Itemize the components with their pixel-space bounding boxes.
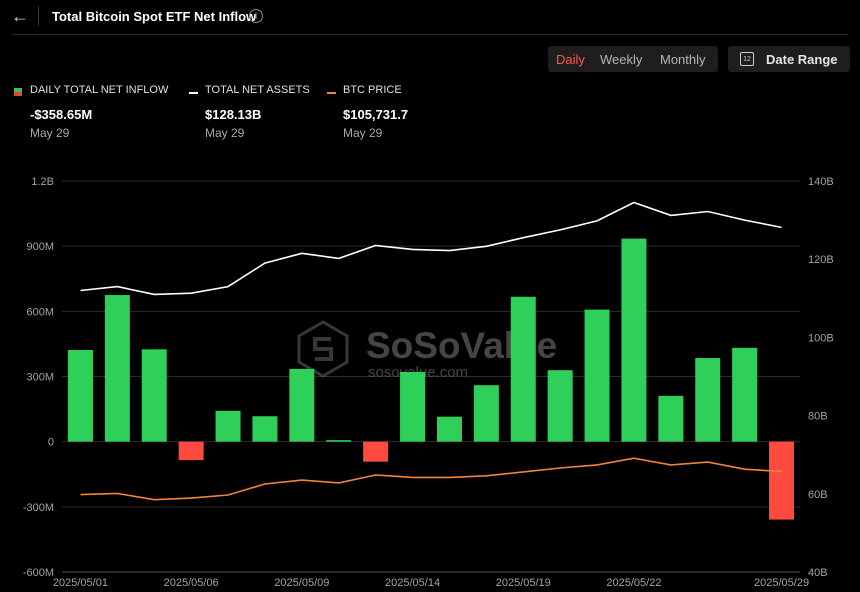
divider (38, 6, 39, 26)
x-tick-label: 2025/05/01 (53, 577, 108, 589)
line-marker-icon (327, 92, 336, 94)
date-range-label: Date Range (766, 52, 838, 67)
inflow-bar (104, 295, 130, 442)
page-title: Total Bitcoin Spot ETF Net Inflow (52, 9, 257, 24)
legend-date: May 29 (205, 126, 245, 140)
inflow-bar (473, 385, 499, 442)
header-divider (12, 34, 848, 35)
legend-value: $105,731.7 (343, 107, 409, 122)
header: ← Total Bitcoin Spot ETF Net Inflow i (0, 0, 860, 34)
inflow-bar (510, 296, 536, 442)
total-net-assets-line (80, 201, 782, 296)
y-tick-label: 900M (26, 241, 54, 253)
inflow-bar (621, 238, 647, 442)
legend-label: TOTAL NET ASSETS (205, 84, 310, 96)
inflow-bar (658, 395, 684, 442)
y-tick-label: 1.2B (31, 176, 54, 188)
calendar-icon: 12 (740, 52, 754, 66)
bar-marker-icon (14, 88, 22, 96)
btc-price-line (80, 457, 782, 501)
inflow-bar (67, 349, 93, 442)
y-tick-label: 0 (48, 437, 54, 449)
legend-date: May 29 (30, 126, 70, 140)
inflow-bar (141, 349, 167, 442)
legend-label: BTC PRICE (343, 84, 402, 96)
inflow-bar (289, 368, 315, 442)
right-axis-tick-label: 60B (808, 489, 828, 501)
tab-monthly[interactable]: Monthly (660, 52, 706, 67)
y-tick-label: -300M (23, 502, 54, 514)
date-range-button[interactable]: 12 Date Range (728, 46, 850, 72)
legend-date: May 29 (343, 126, 383, 140)
inflow-bar (695, 358, 721, 442)
inflow-bar (400, 371, 426, 442)
legend-value: -$358.65M (30, 107, 93, 122)
tab-weekly[interactable]: Weekly (600, 52, 643, 67)
x-tick-label: 2025/05/06 (164, 577, 219, 589)
right-axis-tick-label: 120B (808, 254, 834, 266)
inflow-bar (769, 441, 795, 520)
y-tick-label: -600M (23, 567, 54, 579)
tab-daily[interactable]: Daily (556, 52, 585, 67)
x-tick-label: 2025/05/29 (754, 577, 809, 589)
legend-value: $128.13B (205, 107, 262, 122)
inflow-bar (363, 441, 389, 462)
info-icon[interactable]: i (249, 9, 263, 23)
right-axis-tick-label: 80B (808, 411, 828, 423)
inflow-bar (547, 370, 573, 442)
sosovalue-logo-icon (297, 320, 349, 378)
inflow-bar (584, 309, 610, 442)
inflow-bar (436, 416, 462, 442)
x-tick-label: 2025/05/19 (496, 577, 551, 589)
inflow-bar (178, 441, 204, 461)
inflow-bar (732, 347, 758, 442)
right-axis-tick-label: 40B (808, 567, 828, 579)
y-tick-label: 600M (26, 306, 54, 318)
x-tick-label: 2025/05/14 (385, 577, 440, 589)
period-toggle: Daily Weekly Monthly (548, 46, 718, 72)
x-tick-label: 2025/05/22 (606, 577, 661, 589)
inflow-bar (252, 416, 278, 442)
right-axis-tick-label: 100B (808, 332, 834, 344)
inflow-bar (326, 440, 352, 442)
inflow-bar (215, 410, 241, 442)
x-tick-label: 2025/05/09 (274, 577, 329, 589)
y-tick-label: 300M (26, 372, 54, 384)
arrow-left-icon[interactable]: ← (11, 6, 29, 26)
right-axis-tick-label: 140B (808, 176, 834, 188)
legend-label: DAILY TOTAL NET INFLOW (30, 84, 169, 96)
line-marker-icon (189, 92, 198, 94)
